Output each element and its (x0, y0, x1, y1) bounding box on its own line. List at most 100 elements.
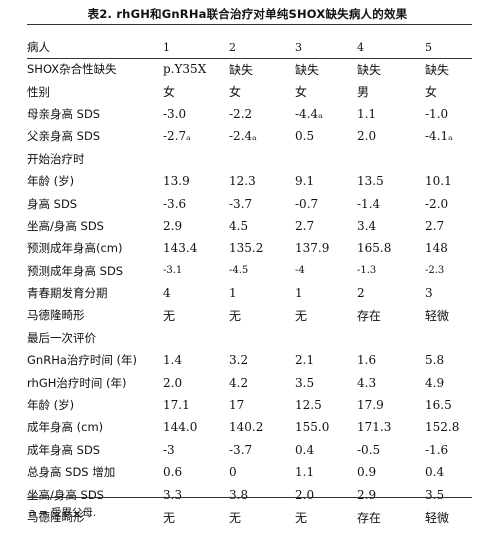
row-label: 马德隆畸形 (27, 510, 85, 524)
cell-patient-3: 2.1 (295, 353, 315, 368)
row-label: 总身高 SDS 增加 (27, 465, 116, 480)
cell-patient-3: 9.1 (295, 174, 315, 189)
row-label: 性别 (27, 84, 50, 99)
cell-patient-1: 143.4 (163, 241, 198, 256)
cell-patient-2: 4.2 (229, 375, 249, 390)
table-row: 性别 女 女 女 男 女 (27, 80, 472, 102)
cell-patient-1: 1.4 (163, 353, 183, 368)
cell-patient-1: 0.6 (163, 465, 183, 480)
cell-patient-2: 缺失 (229, 62, 254, 77)
cell-patient-4: 13.5 (357, 174, 384, 189)
cell-patient-2: -2.2 (229, 106, 253, 121)
cell-patient-4: 4.3 (357, 375, 377, 390)
cell-patient-3: 3.5 (295, 375, 315, 390)
cell-patient-1: -3.6 (163, 196, 187, 211)
row-label: 预测成年身高(cm) (27, 241, 123, 256)
cell-patient-1: 4 (163, 286, 171, 301)
cell-patient-3: 0.5 (295, 129, 315, 144)
cell-patient-2: 4.5 (229, 218, 249, 233)
results-table: 病人 1 2 3 4 5 SHOX杂合性缺失 p.Y35X 缺失 缺失 缺失 缺失 性别 女 女… (27, 36, 472, 528)
cell-patient-2 (229, 327, 295, 349)
row-label: SHOX杂合性缺失 (27, 62, 117, 77)
cell-patient-3: 1.1 (295, 465, 315, 480)
table-row: 最后一次评价 (27, 327, 472, 349)
row-label: 预测成年身高 SDS (27, 263, 124, 278)
cell-patient-2: -3.7 (229, 442, 253, 457)
cell-patient-5: 16.5 (425, 398, 452, 413)
row-label: 父亲身高 SDS (27, 129, 101, 144)
cell-patient-1 (163, 148, 229, 170)
cell-patient-5: 5.8 (425, 353, 445, 368)
cell-patient-3: 0.4 (295, 442, 315, 457)
cell-patient-5: 152.8 (425, 420, 460, 435)
bottom-rule (27, 497, 472, 498)
table-row: GnRHa治疗时间 (年) 1.4 3.2 2.1 1.6 5.8 (27, 349, 472, 371)
row-label: GnRHa治疗时间 (年) (27, 353, 138, 368)
cell-patient-1: 2.9 (163, 218, 183, 233)
cell-patient-1 (163, 327, 229, 349)
cell-patient-2: 无 (229, 510, 242, 525)
cell-patient-2: 女 (229, 85, 242, 100)
table-row: 坐高/身高 SDS 3.3 3.8 2.0 2.9 3.5 (27, 483, 472, 505)
cell-patient-5: -2.3 (425, 265, 445, 277)
cell-patient-4: -0.5 (357, 442, 381, 457)
top-rule (27, 24, 472, 25)
row-label: 最后一次评价 (27, 330, 96, 345)
table-row: 马德隆畸形 无 无 无 存在 轻微 (27, 506, 472, 528)
cell-patient-2: 0 (229, 465, 237, 480)
cell-patient-4: 2.9 (357, 487, 377, 502)
cell-patient-4: 2 (357, 286, 365, 301)
header-patient-3: 3 (295, 40, 302, 54)
table-body: 病人 1 2 3 4 5 SHOX杂合性缺失 p.Y35X 缺失 缺失 缺失 缺失 性别 女 女… (27, 36, 472, 528)
cell-patient-5: -2.0 (425, 196, 449, 211)
cell-patient-2: 135.2 (229, 241, 264, 256)
cell-patient-3: 137.9 (295, 241, 330, 256)
cell-patient-5 (425, 148, 472, 170)
cell-patient-2: 1 (229, 286, 237, 301)
table-row: 马德隆畸形 无 无 无 存在 轻微 (27, 304, 472, 326)
cell-patient-1: -3.0 (163, 106, 187, 121)
cell-patient-5: -1.6 (425, 442, 449, 457)
cell-patient-1: -2.7ₐ (163, 129, 191, 144)
cell-patient-4: 165.8 (357, 241, 392, 256)
cell-patient-5: 女 (425, 85, 438, 100)
cell-patient-5: 3 (425, 286, 433, 301)
cell-patient-2: 无 (229, 308, 242, 323)
cell-patient-3: 无 (295, 308, 308, 323)
cell-patient-2 (229, 148, 295, 170)
cell-patient-3 (295, 148, 357, 170)
cell-patient-4: -1.3 (357, 265, 377, 277)
cell-patient-3: 缺失 (295, 62, 320, 77)
cell-patient-3: 2.7 (295, 218, 315, 233)
cell-patient-2: 17 (229, 398, 245, 413)
cell-patient-4: -1.4 (357, 196, 381, 211)
header-patient-5: 5 (425, 40, 432, 54)
cell-patient-5: -1.0 (425, 106, 449, 121)
cell-patient-5: 缺失 (425, 62, 450, 77)
cell-patient-5 (425, 327, 472, 349)
cell-patient-1: 女 (163, 85, 176, 100)
cell-patient-4: 3.4 (357, 218, 377, 233)
table-row: 坐高/身高 SDS 2.9 4.5 2.7 3.4 2.7 (27, 215, 472, 237)
row-label: 年龄 (岁) (27, 174, 75, 189)
header-patient-4: 4 (357, 40, 364, 54)
cell-patient-2: -3.7 (229, 196, 253, 211)
header-patient-2: 2 (229, 40, 236, 54)
cell-patient-5: 轻微 (425, 308, 450, 323)
header-patient-1: 1 (163, 40, 170, 54)
cell-patient-2: 3.8 (229, 487, 249, 502)
row-label: 坐高/身高 SDS (27, 218, 104, 233)
cell-patient-2: -4.5 (229, 265, 249, 277)
row-label: 成年身高 (cm) (27, 420, 104, 435)
table-row: 身高 SDS -3.6 -3.7 -0.7 -1.4 -2.0 (27, 192, 472, 214)
cell-patient-3: -4 (295, 265, 305, 277)
cell-patient-1: 无 (163, 308, 176, 323)
table-title: 表2. rhGH和GnRHa联合治疗对单纯SHOX缺失病人的效果 (87, 7, 408, 21)
cell-patient-1: 144.0 (163, 420, 198, 435)
cell-patient-3: -0.7 (295, 196, 319, 211)
cell-patient-4 (357, 148, 425, 170)
cell-patient-3: -4.4ₐ (295, 106, 323, 121)
cell-patient-1: -3 (163, 442, 175, 457)
cell-patient-4: 2.0 (357, 129, 377, 144)
cell-patient-3 (295, 327, 357, 349)
